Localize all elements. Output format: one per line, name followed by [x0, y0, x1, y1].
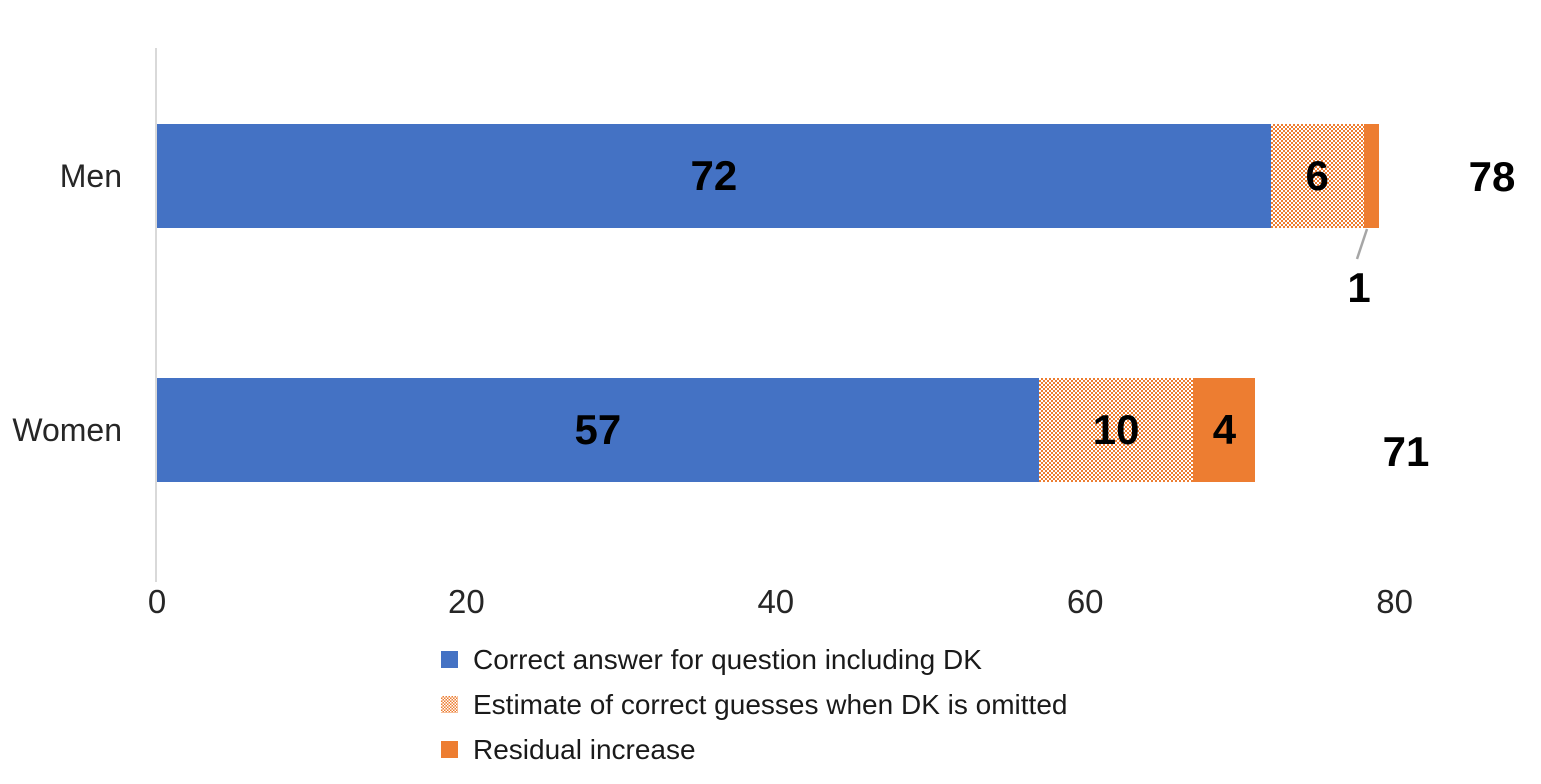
legend-swatch-blue-icon [441, 651, 458, 668]
legend-label: Correct answer for question including DK [473, 643, 982, 675]
bar-segment-women-orange: 4 [1193, 378, 1256, 482]
bar-segment-women-blue: 57 [157, 378, 1039, 482]
callout-value-label: 1 [1347, 264, 1371, 311]
value-label: 72 [690, 152, 738, 199]
bar-segment-men-dotted: 6 [1270, 124, 1364, 228]
legend-item-blue: Correct answer for question including DK [441, 637, 1067, 682]
bar-segment-men-blue: 72 [157, 124, 1271, 228]
value-label: 57 [574, 406, 622, 453]
legend-item-orange: Residual increase [441, 727, 1067, 772]
total-label-women: 71 [1382, 428, 1430, 475]
x-tick-label-0: 0 [147, 583, 167, 620]
bar-segment-men-orange [1363, 124, 1380, 228]
legend-item-dotted: Estimate of correct guesses when DK is o… [441, 682, 1067, 727]
legend-label: Residual increase [473, 733, 696, 765]
x-tick-label-80: 80 [1376, 583, 1413, 620]
legend: Correct answer for question including DK… [441, 637, 1067, 772]
value-label: 6 [1305, 152, 1329, 199]
legend-swatch-dotted-icon [441, 696, 458, 713]
legend-label: Estimate of correct guesses when DK is o… [473, 688, 1068, 720]
category-label-women: Women [12, 412, 122, 448]
y-axis-line [155, 48, 157, 582]
x-tick-label-60: 60 [1066, 583, 1104, 620]
bar-segment-women-dotted: 10 [1038, 378, 1194, 482]
total-label-men: 78 [1468, 153, 1516, 200]
x-tick-label-40: 40 [757, 583, 795, 620]
x-tick-label-20: 20 [448, 583, 485, 620]
value-label: 4 [1212, 406, 1237, 453]
category-label-men: Men [59, 158, 122, 194]
legend-swatch-orange-icon [441, 741, 458, 758]
value-label: 10 [1092, 406, 1140, 453]
